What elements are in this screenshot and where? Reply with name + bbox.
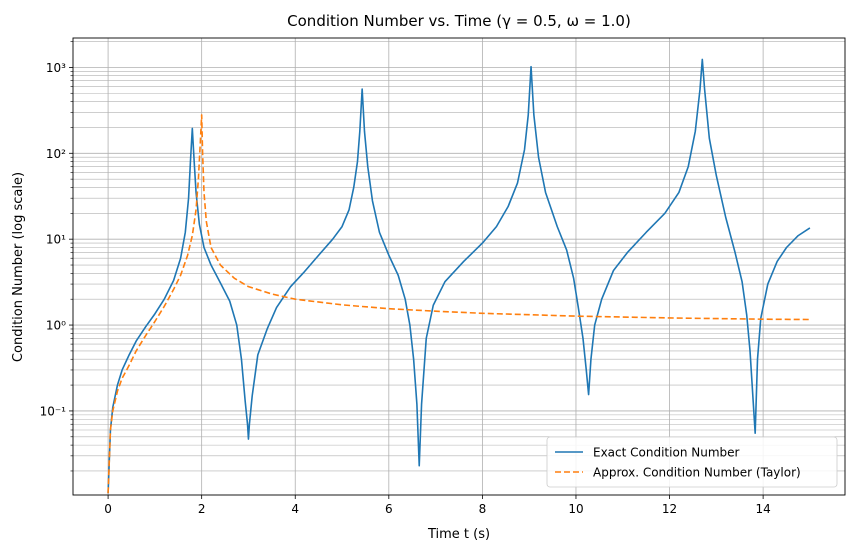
legend-label-exact: Exact Condition Number bbox=[593, 446, 740, 460]
tick-label-x: 4 bbox=[291, 502, 299, 516]
tick-label-x: 10 bbox=[568, 502, 583, 516]
tick-label-y: 10⁰ bbox=[46, 319, 66, 333]
tick-label-x: 6 bbox=[385, 502, 393, 516]
tick-label-y: 10³ bbox=[46, 61, 66, 75]
y-axis-label: Condition Number (log scale) bbox=[11, 172, 26, 362]
tick-label-x: 12 bbox=[662, 502, 677, 516]
tick-label-y: 10⁻¹ bbox=[40, 404, 67, 418]
tick-label-x: 14 bbox=[755, 502, 770, 516]
tick-label-y: 10² bbox=[46, 147, 66, 161]
legend-label-approx: Approx. Condition Number (Taylor) bbox=[593, 466, 801, 480]
tick-label-x: 2 bbox=[198, 502, 206, 516]
axes-frame bbox=[72, 37, 846, 496]
x-axis-label: Time t (s) bbox=[427, 527, 490, 542]
tick-label-x: 8 bbox=[479, 502, 487, 516]
series-line-approx bbox=[107, 114, 810, 494]
plot-area: 0 2 4 6 8 10 12 14 10⁻¹ 10⁰ 10¹ 10² 10³ Exact Conditi… bbox=[40, 37, 846, 516]
tick-label-x: 0 bbox=[104, 502, 112, 516]
legend: Exact Condition Number Approx. Condition … bbox=[546, 436, 838, 488]
legend-box bbox=[546, 436, 838, 488]
tick-label-y: 10¹ bbox=[46, 233, 66, 247]
chart-title: Condition Number vs. Time (γ = 0.5, ω = … bbox=[287, 12, 631, 30]
